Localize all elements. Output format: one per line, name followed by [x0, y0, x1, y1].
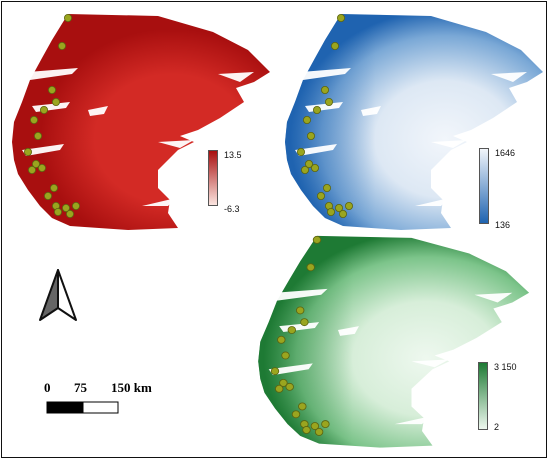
site-marker: [62, 203, 71, 212]
site-marker: [337, 14, 346, 22]
water-gap: [88, 106, 108, 116]
site-marker: [285, 382, 294, 391]
region-shading: [12, 14, 270, 230]
water-gap: [301, 68, 351, 80]
water-gap: [338, 326, 359, 336]
legend-blue-min: 136: [495, 220, 511, 230]
region-shading: [285, 14, 543, 230]
site-marker: [300, 318, 309, 327]
water-gap: [491, 72, 527, 82]
site-marker: [327, 207, 336, 216]
site-marker: [37, 163, 46, 172]
legend-green-max: 3 150: [494, 362, 517, 372]
region-shading: [258, 235, 530, 448]
site-marker: [44, 191, 53, 200]
legend-blue-max: 1646: [495, 148, 516, 158]
water-gap: [218, 72, 254, 82]
site-marker: [325, 98, 334, 107]
site-marker: [306, 132, 315, 141]
legend-green-min: 2: [494, 422, 500, 432]
legend-red-min: -6.3: [224, 204, 240, 214]
site-marker: [317, 191, 326, 200]
site-marker: [29, 116, 38, 125]
site-marker: [345, 201, 354, 210]
water-gap: [28, 68, 78, 80]
water-gap: [275, 288, 328, 301]
site-marker: [302, 116, 311, 125]
site-marker: [321, 86, 330, 95]
scale-bar: [46, 401, 119, 414]
site-marker: [313, 106, 322, 115]
legend-red-colorbar: [208, 150, 218, 206]
site-marker: [64, 14, 73, 22]
site-marker: [310, 163, 319, 172]
site-marker: [48, 86, 57, 95]
site-marker: [287, 326, 296, 334]
site-marker: [23, 147, 32, 156]
site-marker: [314, 427, 324, 436]
site-marker: [312, 235, 322, 244]
scale-label-150: 150 km: [111, 380, 152, 395]
site-marker: [298, 402, 307, 411]
water-gap: [22, 144, 64, 156]
north-arrow-icon: [39, 269, 77, 321]
legend-blue-colorbar: [479, 148, 489, 224]
site-marker: [310, 422, 320, 430]
site-marker: [33, 132, 42, 141]
site-marker: [279, 378, 288, 387]
site-marker: [306, 263, 315, 272]
site-marker: [331, 42, 340, 51]
site-marker: [302, 426, 311, 434]
site-marker: [296, 147, 305, 156]
site-marker: [300, 165, 309, 174]
site-marker: [52, 98, 61, 107]
water-gap: [361, 106, 381, 116]
water-gap: [415, 198, 449, 206]
site-marker: [339, 209, 348, 218]
water-gap: [474, 292, 513, 303]
site-marker: [270, 367, 280, 376]
scale-label-75: 75: [74, 380, 87, 395]
water-gap: [411, 359, 450, 368]
site-marker: [31, 159, 40, 168]
site-marker: [50, 183, 59, 192]
site-marker: [58, 42, 67, 51]
map-panel-green: [258, 235, 530, 448]
site-marker: [66, 209, 75, 218]
water-gap: [431, 140, 467, 148]
site-marker: [72, 201, 81, 210]
water-gap: [158, 140, 194, 148]
site-marker: [295, 306, 305, 315]
map-panel-blue: [285, 14, 543, 230]
site-marker: [54, 207, 63, 216]
scale-label-0: 0: [44, 380, 51, 395]
site-marker: [323, 183, 332, 192]
water-gap: [295, 144, 337, 156]
site-marker: [291, 410, 301, 419]
map-panel-red: [12, 14, 270, 230]
site-marker: [277, 335, 286, 344]
water-gap: [142, 198, 176, 206]
legend-red-max: 13.5: [224, 150, 242, 160]
site-marker: [40, 106, 49, 115]
site-marker: [335, 203, 344, 212]
legend-green-colorbar: [478, 362, 488, 430]
site-marker: [27, 165, 36, 174]
site-marker: [274, 384, 284, 393]
site-marker: [304, 159, 313, 168]
site-marker: [321, 420, 330, 428]
site-marker: [281, 351, 290, 360]
water-gap: [268, 363, 313, 376]
